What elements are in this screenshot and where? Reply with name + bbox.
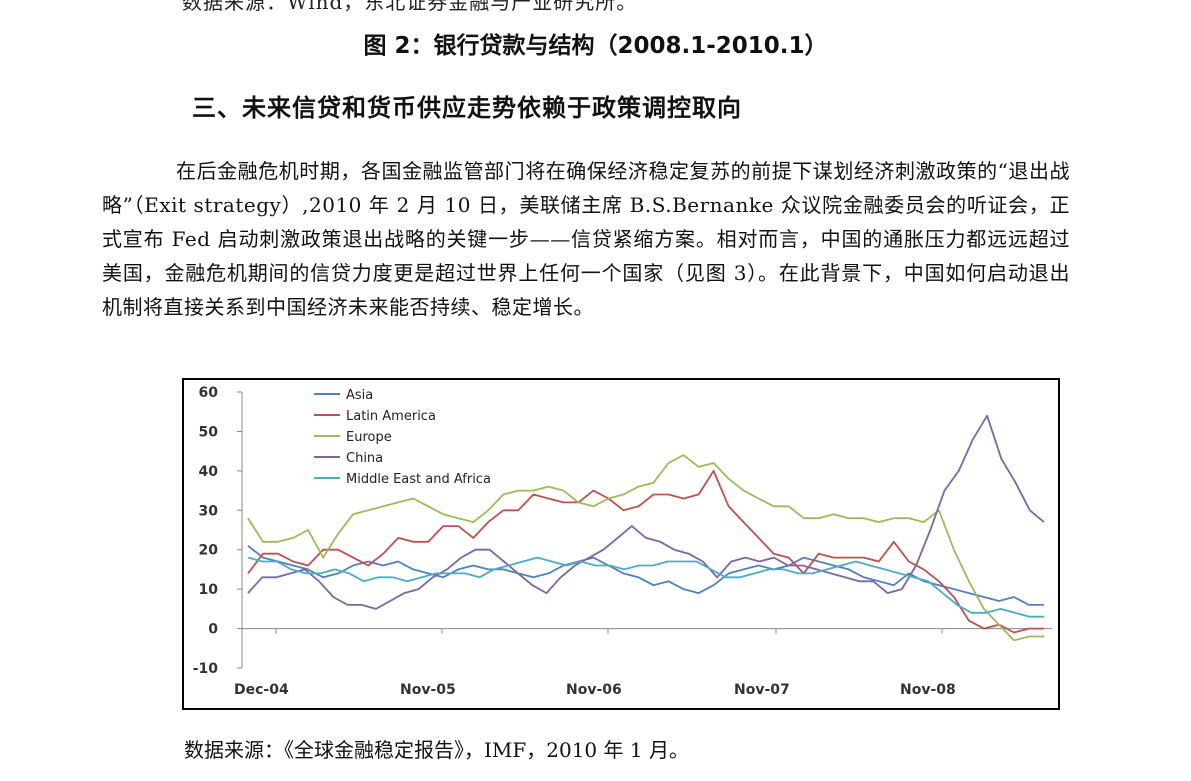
- legend-label: China: [346, 451, 383, 466]
- series-line-3: [247, 414, 1045, 610]
- y-tick-label: 20: [199, 543, 219, 559]
- paragraph-text: 在后金融危机时期，各国金融监管部门将在确保经济稳定复苏的前提下谋划经济刺激政策的…: [102, 159, 1070, 319]
- legend-label: Asia: [346, 388, 373, 403]
- y-tick-label: 10: [199, 582, 219, 598]
- figure-title: 图 2：银行贷款与结构（2008.1-2010.1）: [363, 33, 828, 59]
- x-tick-label: Nov-07: [734, 682, 790, 698]
- y-tick-label: 40: [199, 464, 219, 480]
- chart-svg: 60 50 40 30 20 10 0 -10 Dec-04 Nov-05 Nov-06 Nov-07…: [193, 385, 1052, 698]
- y-tick-label: -10: [193, 661, 219, 677]
- legend-label: Europe: [346, 430, 392, 445]
- section-heading: 三、未来信贷和货币供应走势依赖于政策调控取向: [192, 94, 742, 122]
- x-tick-label: Dec-04: [234, 682, 289, 698]
- x-tick-label: Nov-06: [566, 682, 622, 698]
- credit-chart: 60 50 40 30 20 10 0 -10 Dec-04 Nov-05 Nov-06 Nov-07…: [182, 378, 1060, 710]
- figure-source: 数据来源：《全球金融稳定报告》，IMF，2010 年 1 月。: [184, 738, 689, 762]
- x-tick-label: Nov-05: [400, 682, 456, 698]
- top-source-cut: 数据来源：Wind，东北证券金融与产业研究所。: [182, 0, 638, 14]
- y-tick-label: 30: [199, 503, 219, 519]
- y-tick-label: 50: [199, 424, 219, 440]
- x-tick-label: Nov-08: [900, 682, 956, 698]
- y-tick-label: 60: [199, 385, 219, 401]
- series-line-0: [247, 545, 1044, 606]
- legend-label: Middle East and Africa: [346, 472, 491, 487]
- series-line-2: [247, 454, 1044, 642]
- legend-label: Latin America: [346, 409, 436, 424]
- y-tick-label: 0: [208, 622, 218, 638]
- series-line-4: [247, 556, 1044, 618]
- series-line-1: [247, 470, 1044, 634]
- body-paragraph: 在后金融危机时期，各国金融监管部门将在确保经济稳定复苏的前提下谋划经济刺激政策的…: [102, 154, 1070, 324]
